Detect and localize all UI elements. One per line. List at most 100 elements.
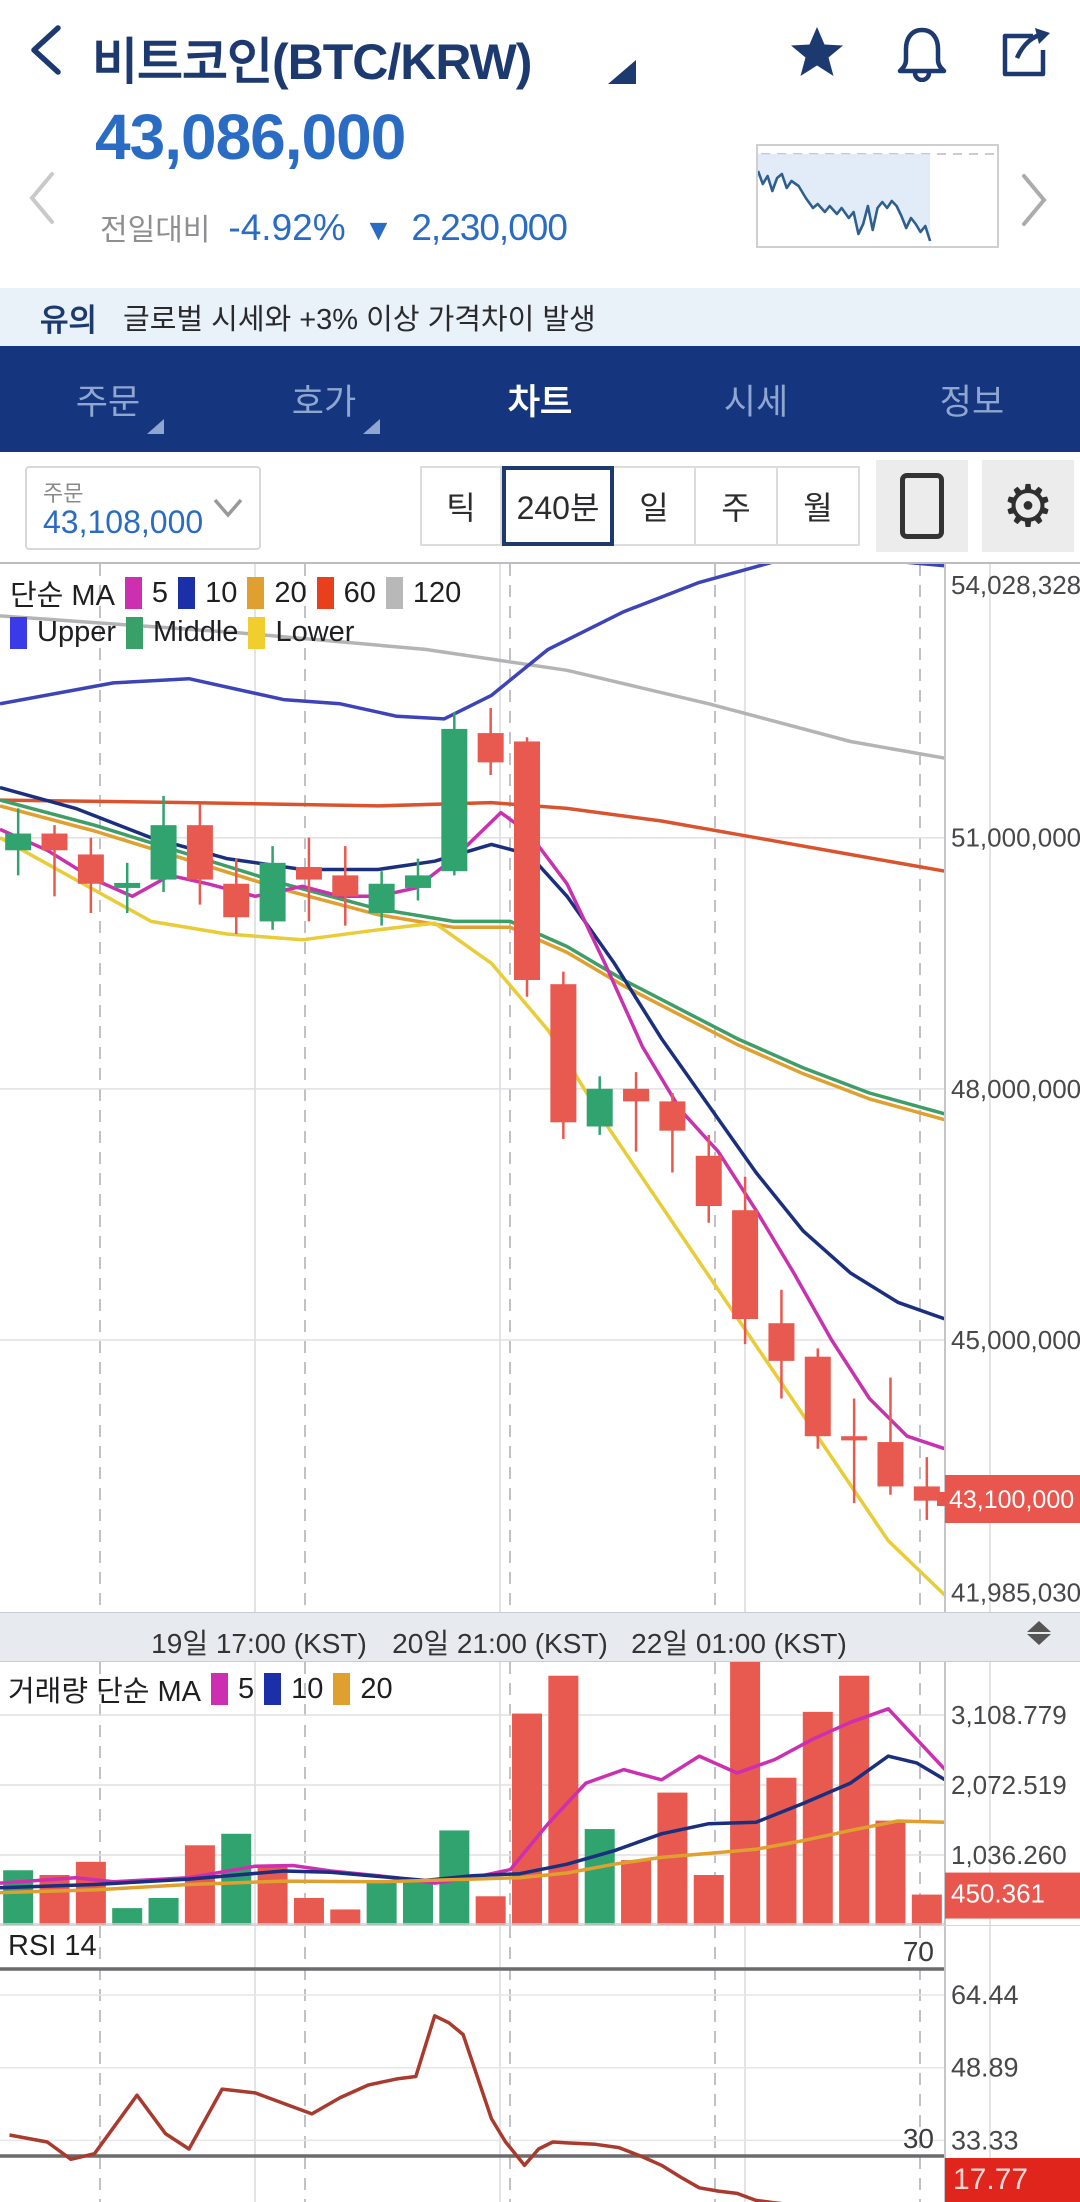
period-week-button[interactable]: 주 xyxy=(696,466,778,546)
panel-resize-handle[interactable] xyxy=(1022,1621,1056,1645)
ma5-label: 5 xyxy=(151,576,169,609)
svg-text:45,000,000: 45,000,000 xyxy=(951,1325,1080,1355)
warning-tag: 유의 xyxy=(40,302,98,338)
middle-band-swatch-icon xyxy=(126,616,143,649)
ma20-label: 20 xyxy=(274,576,307,609)
svg-text:41,985,030: 41,985,030 xyxy=(951,1577,1080,1607)
change-label: 전일대비 xyxy=(100,214,211,247)
svg-text:17.77: 17.77 xyxy=(953,2163,1028,2196)
ma5-swatch-icon xyxy=(124,577,142,609)
svg-text:43,100,000: 43,100,000 xyxy=(949,1486,1074,1514)
ma60-label: 60 xyxy=(343,576,376,609)
upper-band-label: Upper xyxy=(37,616,116,648)
period-buttons: 틱 240분 일 주 월 xyxy=(420,466,860,546)
svg-text:64.44: 64.44 xyxy=(951,1980,1019,2010)
volume-legend: 거래량 단순 MA 5 10 20 xyxy=(8,1668,393,1710)
current-price: 43,086,000 xyxy=(95,101,406,173)
tab-quotes[interactable]: 시세 xyxy=(648,346,864,452)
tab-info[interactable]: 정보 xyxy=(864,346,1080,452)
candlestick-chart-panel[interactable]: 54,028,328 51,000,000 48,000,000 45,000,000… xyxy=(0,562,1080,1612)
chart-settings-button[interactable]: ⚙ xyxy=(982,460,1074,552)
prev-symbol-chevron-icon[interactable] xyxy=(24,170,58,226)
ma10-swatch-icon xyxy=(178,577,196,609)
svg-text:51,000,000: 51,000,000 xyxy=(951,823,1080,853)
time-label-1: 19일 17:00 (KST) xyxy=(151,1628,367,1659)
share-icon[interactable] xyxy=(993,24,1051,82)
resize-down-arrow-icon xyxy=(1027,1634,1051,1645)
header: 비트코인(BTC/KRW) xyxy=(0,0,1080,100)
order-dropdown-label: 주문 xyxy=(43,481,84,506)
tab-chart-label: 차트 xyxy=(507,382,573,422)
change-percent: -4.92% xyxy=(228,207,346,248)
period-day-button[interactable]: 일 xyxy=(614,466,696,546)
ma120-swatch-icon xyxy=(385,577,403,609)
next-symbol-chevron-icon[interactable] xyxy=(1018,172,1052,228)
ma-legend: 단순 MA 5 10 20 60 120 xyxy=(10,572,461,614)
rectangle-chart-icon xyxy=(900,473,944,539)
vol-ma5-swatch-icon xyxy=(211,1673,229,1705)
ma10-label: 10 xyxy=(205,576,238,609)
rsi-chart-panel[interactable]: 70 30 64.44 48.89 33.33 17.77 RSI 14 xyxy=(0,1925,1080,2202)
period-month-button[interactable]: 월 xyxy=(778,466,860,546)
svg-text:450.361: 450.361 xyxy=(951,1879,1045,1909)
lower-band-swatch-icon xyxy=(248,616,266,649)
svg-text:48.89: 48.89 xyxy=(951,2053,1019,2083)
upper-band-swatch-icon xyxy=(10,616,27,649)
favorite-star-icon[interactable] xyxy=(788,24,846,82)
warning-message: 글로벌 시세와 +3% 이상 가격차이 발생 xyxy=(123,304,596,336)
time-axis-band: 19일 17:00 (KST) 20일 21:00 (KST) 22일 01:0… xyxy=(0,1612,1080,1662)
volume-chart-panel[interactable]: 3,108.779 2,072.519 1,036.260 450.361 거래량 단… xyxy=(0,1662,1080,1925)
tab-order-caret-icon xyxy=(147,419,164,434)
lower-band-label: Lower xyxy=(275,616,355,648)
tab-quotes-label: 시세 xyxy=(723,382,789,422)
nav-tabbar: 주문 호가 차트 시세 정보 xyxy=(0,346,1080,452)
svg-text:48,000,000: 48,000,000 xyxy=(951,1074,1080,1104)
svg-text:3,108.779: 3,108.779 xyxy=(951,1700,1067,1730)
down-arrow-icon: ▼ xyxy=(363,214,394,247)
volume-legend-prefix: 거래량 단순 MA xyxy=(8,1676,202,1708)
svg-text:30: 30 xyxy=(903,2123,934,2154)
time-label-2: 20일 21:00 (KST) xyxy=(392,1628,608,1659)
tab-orderbook-caret-icon xyxy=(363,419,380,434)
rsi-label: RSI 14 xyxy=(8,1930,97,1962)
svg-text:2,072.519: 2,072.519 xyxy=(951,1770,1067,1800)
vol-ma10-swatch-icon xyxy=(264,1673,282,1705)
market-dropdown-caret-icon[interactable] xyxy=(608,60,636,84)
svg-text:1,036.260: 1,036.260 xyxy=(951,1840,1067,1870)
ma60-swatch-icon xyxy=(316,577,334,609)
vol-ma20-label: 20 xyxy=(360,1672,393,1705)
period-tick-button[interactable]: 틱 xyxy=(420,466,502,546)
gear-icon: ⚙ xyxy=(1002,472,1054,540)
change-amount: 2,230,000 xyxy=(411,207,568,248)
vol-ma5-label: 5 xyxy=(238,1672,255,1705)
notification-bell-icon[interactable] xyxy=(893,24,951,82)
chart-controls: 주문 43,108,000 틱 240분 일 주 월 ⚙ xyxy=(0,452,1080,562)
tab-order[interactable]: 주문 xyxy=(0,346,216,452)
middle-band-label: Middle xyxy=(153,616,239,648)
chart-style-button[interactable] xyxy=(876,460,968,552)
vol-ma20-swatch-icon xyxy=(333,1673,351,1705)
ma120-label: 120 xyxy=(412,576,462,609)
bollinger-legend: Upper Middle Lower xyxy=(10,616,354,649)
svg-text:70: 70 xyxy=(903,1936,934,1967)
back-icon[interactable] xyxy=(22,22,70,78)
time-label-3: 22일 01:00 (KST) xyxy=(631,1628,847,1659)
warning-banner: 유의 글로벌 시세와 +3% 이상 가격차이 발생 xyxy=(0,288,1080,346)
order-price-dropdown[interactable]: 주문 43,108,000 xyxy=(25,466,261,550)
tab-order-label: 주문 xyxy=(75,382,141,422)
tab-info-label: 정보 xyxy=(939,382,1005,422)
chevron-down-icon xyxy=(213,498,243,518)
period-240min-button[interactable]: 240분 xyxy=(502,466,614,546)
order-dropdown-price: 43,108,000 xyxy=(43,504,204,540)
svg-text:54,028,328: 54,028,328 xyxy=(951,570,1080,600)
mini-sparkline-chart xyxy=(756,144,999,248)
svg-text:33.33: 33.33 xyxy=(951,2125,1019,2155)
ma-legend-prefix: 단순 MA xyxy=(10,580,115,612)
page-title[interactable]: 비트코인(BTC/KRW) xyxy=(92,34,532,90)
vol-ma10-label: 10 xyxy=(291,1672,324,1705)
tab-chart[interactable]: 차트 xyxy=(432,346,648,452)
resize-up-arrow-icon xyxy=(1027,1621,1051,1632)
tab-orderbook-label: 호가 xyxy=(291,382,357,422)
tab-orderbook[interactable]: 호가 xyxy=(216,346,432,452)
